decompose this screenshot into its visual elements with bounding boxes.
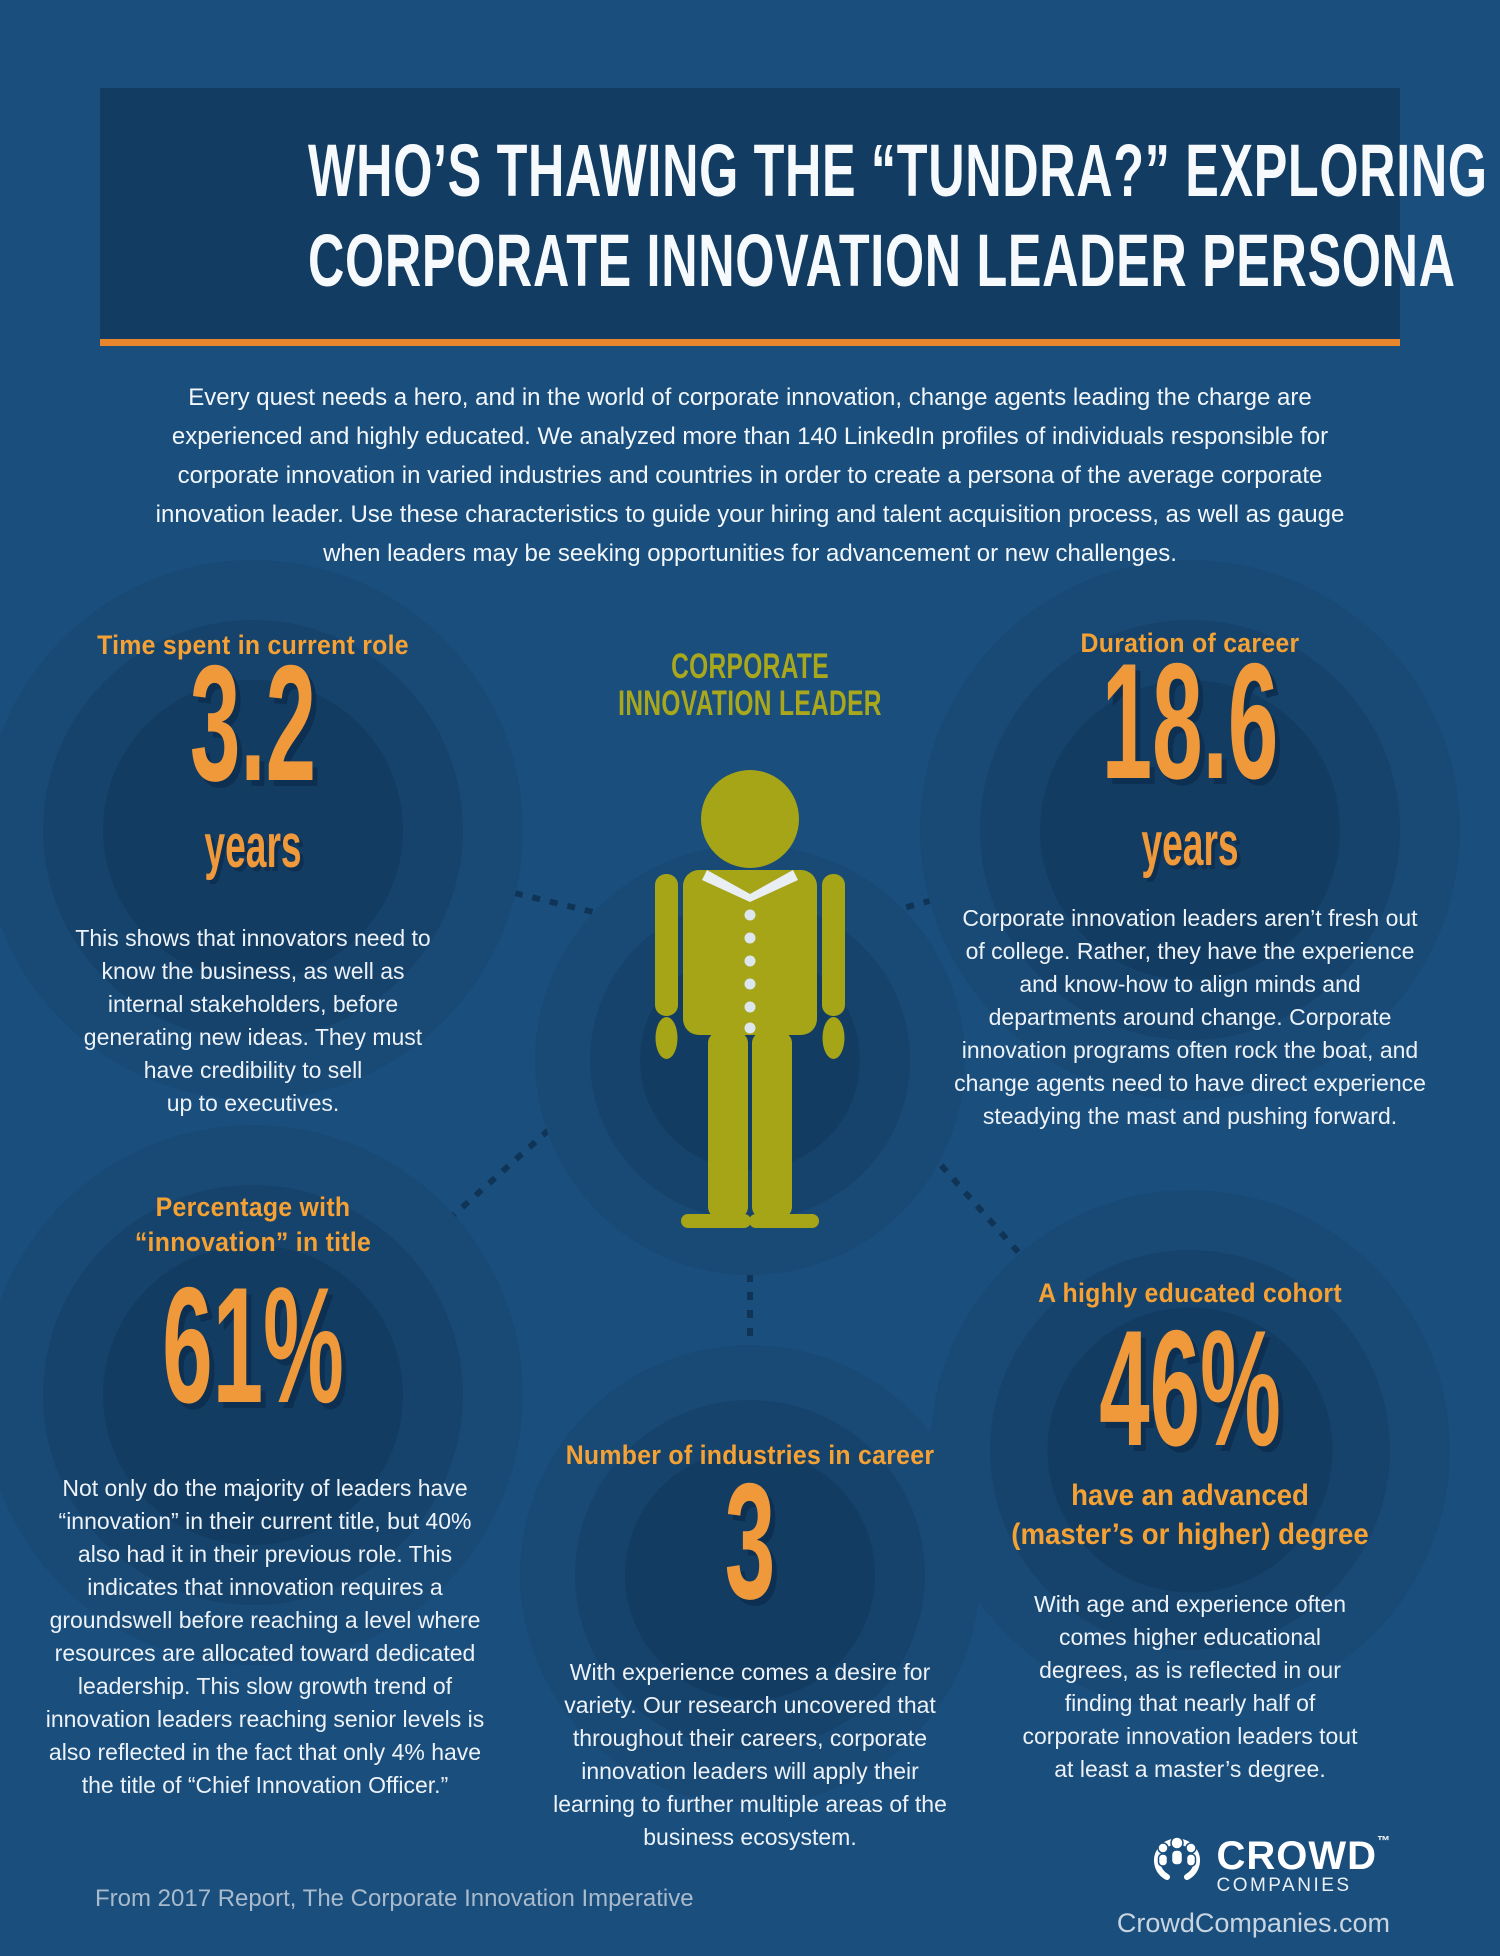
stat-innovation-title-heading: Percentage with “innovation” in title (134, 1192, 372, 1257)
brand-companies: COMPANIES (1216, 1875, 1352, 1896)
stat-industries-heading: Number of industries in career (565, 1440, 935, 1470)
footer-website: CrowdCompanies.com (1116, 1908, 1390, 1938)
stat-tenure-unit: years (204, 812, 302, 881)
stat-education-value: 46% (1099, 1296, 1281, 1480)
stat-career-body: Corporate innovation leaders aren’t fres… (954, 905, 1426, 1129)
crowd-companies-logo: CROWD™ COMPANIES CrowdCompanies.com (970, 1822, 1390, 1939)
stat-industries-value: 3 (724, 1449, 776, 1633)
footer-source-text: From 2017 Report, The Corporate Innovati… (95, 1885, 694, 1912)
persona-label: CORPORATE INNOVATION LEADER (618, 647, 882, 723)
person-icon (655, 770, 845, 1280)
stat-industries-body: With experience comes a desire for varie… (553, 1659, 947, 1850)
intro-paragraph: Every quest needs a hero, and in the wor… (155, 384, 1345, 567)
stat-tenure-value: 3.2 (189, 631, 317, 815)
stat-career-value: 18.6 (1101, 629, 1279, 813)
stat-innovation-title-body: Not only do the majority of leaders have… (45, 1475, 485, 1798)
stat-career-heading: Duration of career (1080, 628, 1300, 658)
stat-tenure-heading: Time spent in current role (97, 630, 409, 660)
stat-education-heading: A highly educated cohort (1038, 1278, 1342, 1308)
brand-name: CROWD™ (1216, 1833, 1390, 1878)
header-panel (100, 88, 1400, 346)
stat-career-unit: years (1141, 810, 1239, 879)
stat-tenure-body: This shows that innovators need to know … (75, 925, 431, 1116)
stat-education-body: With age and experience often comes high… (1022, 1591, 1358, 1782)
stat-innovation-title-value: 61% (162, 1253, 344, 1437)
crowd-people-icon (1150, 1833, 1204, 1886)
page-title: WHO’S THAWING THE “TUNDRA?” EXPLORING TH… (308, 129, 1487, 302)
stat-education-subline: have an advanced (master’s or higher) de… (1011, 1479, 1369, 1551)
